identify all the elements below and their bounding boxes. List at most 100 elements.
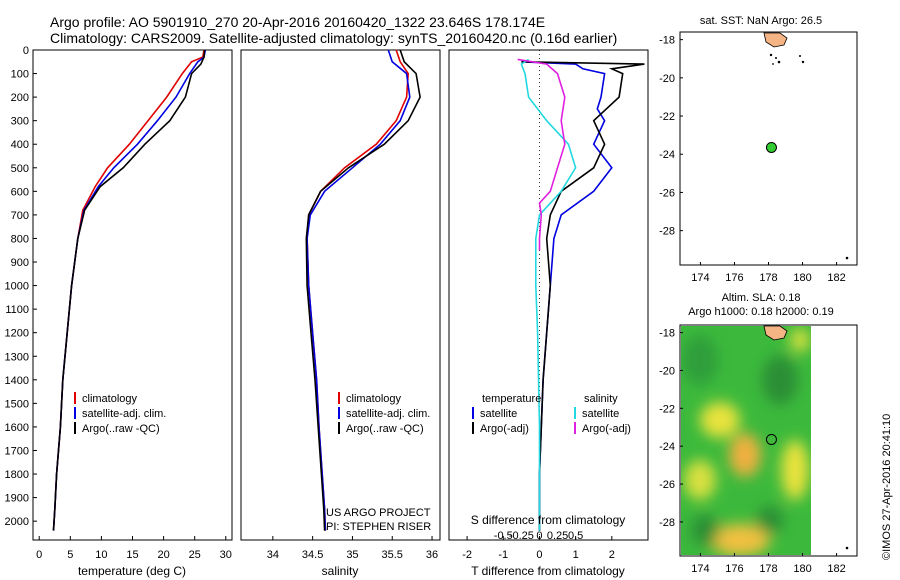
argo-location-marker — [765, 433, 777, 445]
difference-frame — [448, 49, 649, 541]
legend-s-argo: Argo(-adj) — [582, 423, 631, 435]
lat-tick-label: -22 — [659, 111, 675, 123]
s-tick-label: 0.5 — [568, 530, 583, 542]
salinity-xlabel: salinity — [322, 564, 359, 578]
temperature-legend: climatology satellite-adj. clim. Argo(..… — [74, 392, 166, 435]
lat-tick-label: -28 — [659, 517, 675, 529]
legend-temperature-title: temperature — [482, 393, 541, 405]
difference-legend: temperature salinity satellite Argo(-adj… — [472, 393, 631, 435]
lon-tick-label: 180 — [793, 272, 811, 284]
map2-axes: 174 176 178 180 182 -18 -20 -22 -24 -26 -28 — [659, 328, 846, 575]
credit-text: ©IMOS 27-Apr-2016 20:41:10 — [881, 414, 893, 560]
x-tick-label: 10 — [95, 549, 107, 561]
argo-location-marker — [765, 141, 777, 153]
lon-tick-label: 180 — [793, 563, 811, 575]
lon-tick-label: 182 — [827, 563, 845, 575]
depth-tick-label: 1400 — [5, 375, 29, 387]
island — [845, 546, 849, 550]
sla-anomalies — [682, 328, 810, 555]
map1-title: sat. SST: NaN Argo: 26.5 — [700, 15, 822, 27]
lat-tick-label: -26 — [659, 187, 675, 199]
lon-tick-label: 178 — [759, 272, 777, 284]
x-tick-label: 1 — [573, 549, 579, 561]
lon-tick-label: 176 — [725, 563, 743, 575]
depth-tick-label: 800 — [11, 233, 29, 245]
s-difference-axis: -0.5-0.25 0 0.25 0.5 — [494, 530, 583, 542]
depth-tick-label: 1800 — [5, 469, 29, 481]
lat-tick-label: -22 — [659, 403, 675, 415]
t-diff-xlabel: T difference from climatology — [471, 564, 625, 578]
x-tick-label: 0 — [536, 549, 542, 561]
depth-tick-label: 1600 — [5, 422, 29, 434]
profile-title: Argo profile: AO 5901910_270 20-Apr-2016… — [50, 14, 546, 30]
difference-panel: -2 -1 0 1 2 -0.5-0.25 0 0.25 0.5 T difference f… — [448, 49, 649, 578]
depth-tick-label: 1200 — [5, 328, 29, 340]
lat-tick-label: -24 — [659, 149, 675, 161]
x-tick-label: 5 — [67, 549, 73, 561]
lat-tick-label: -18 — [659, 35, 675, 47]
climatology-subtitle: Climatology: CARS2009. Satellite-adjuste… — [50, 30, 618, 46]
map2-title1: Altim. SLA: 0.18 — [722, 292, 801, 304]
position-map: sat. SST: NaN Argo: 26.5 174 176 178 180 182… — [659, 15, 858, 284]
temperature-x-axis: 0 5 10 15 20 25 30 — [36, 536, 232, 561]
lon-tick-label: 182 — [827, 272, 845, 284]
lat-tick-label: -20 — [659, 365, 675, 377]
lon-tick-label: 178 — [759, 563, 777, 575]
depth-tick-label: 500 — [11, 163, 29, 175]
salinity-panel: 34 34.5 35 35.5 36 salinity climatology sate… — [240, 49, 441, 578]
legend-satellite: satellite-adj. clim. — [346, 408, 430, 420]
map2-title2: Argo h1000: 0.18 h2000: 0.19 — [688, 306, 834, 318]
depth-tick-label: 900 — [11, 257, 29, 269]
difference-series — [517, 58, 645, 531]
depth-axis: 0 100 200 300 400 500 600 700 800 900 1000 1100 1200… — [5, 45, 37, 528]
legend-climatology: climatology — [82, 393, 138, 405]
lon-tick-label: 176 — [725, 272, 743, 284]
x-tick-label: 15 — [126, 549, 138, 561]
depth-tick-label: 1000 — [5, 281, 29, 293]
salinity-legend: climatology satellite-adj. clim. Argo(..… — [338, 392, 430, 435]
legend-s-satellite: satellite — [582, 408, 619, 420]
pi-note: PI: STEPHEN RISER — [326, 521, 431, 533]
x-tick-label: 34 — [267, 549, 279, 561]
lon-tick-label: 174 — [691, 563, 709, 575]
x-tick-label: 35 — [346, 549, 358, 561]
depth-tick-label: 2000 — [5, 516, 29, 528]
x-tick-label: 20 — [157, 549, 169, 561]
legend-salinity-title: salinity — [584, 393, 618, 405]
temperature-series — [52, 49, 207, 531]
lon-tick-label: 174 — [691, 272, 709, 284]
legend-t-argo: Argo(-adj) — [480, 423, 529, 435]
x-tick-label: 25 — [189, 549, 201, 561]
s-tick-label: 0 — [536, 530, 542, 542]
series-line-climatology — [52, 49, 205, 531]
legend-t-satellite: satellite — [480, 408, 517, 420]
legend-argo: Argo(..raw -QC) — [82, 423, 160, 435]
temperature-frame — [32, 49, 233, 541]
x-tick-label: 30 — [220, 549, 232, 561]
x-tick-label: -2 — [462, 549, 472, 561]
lat-tick-label: -26 — [659, 479, 675, 491]
s-tick-label: 0.25 — [547, 530, 568, 542]
map1-axes: 174 176 178 180 182 -18 -20 -22 -24 -26 -28 — [659, 35, 846, 284]
series-line-argo-raw-qc- — [305, 49, 421, 531]
temperature-panel: 0100200300400500600700800900100011001200… — [5, 45, 233, 578]
series-line-s-satellite — [520, 58, 577, 531]
temperature-xlabel: temperature (deg C) — [78, 564, 186, 578]
islands — [769, 53, 849, 260]
lat-tick-label: -20 — [659, 73, 675, 85]
project-note: US ARGO PROJECT — [326, 507, 431, 519]
s-tick-label: -0.5 — [494, 530, 513, 542]
depth-tick-label: 300 — [11, 116, 29, 128]
x-tick-label: -1 — [498, 549, 508, 561]
depth-tick-label: 1900 — [5, 493, 29, 505]
x-tick-label: 2 — [609, 549, 615, 561]
s-diff-label: S difference from climatology — [471, 513, 626, 527]
depth-tick-label: 400 — [11, 139, 29, 151]
x-tick-label: 36 — [426, 549, 438, 561]
land-mass — [763, 325, 788, 341]
sla-map: Altim. SLA: 0.18 Argo h1000: 0.18 h2000:… — [659, 292, 858, 575]
land-mass — [763, 32, 788, 48]
depth-tick-label: 1700 — [5, 445, 29, 457]
x-tick-label: 34.5 — [302, 549, 323, 561]
